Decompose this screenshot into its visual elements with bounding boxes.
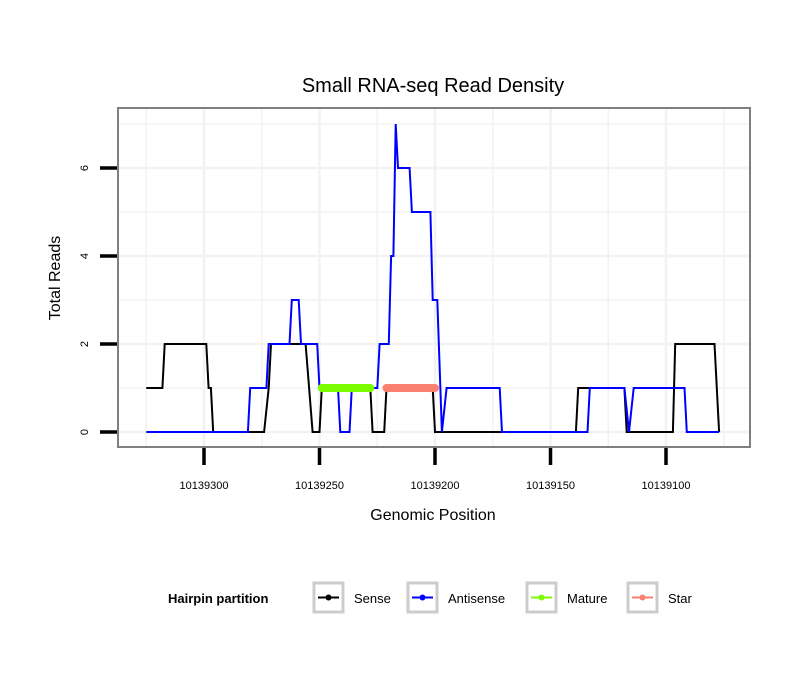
- series-line-antisense: [146, 123, 720, 433]
- y-axis: 0 2 4 6: [79, 165, 117, 435]
- y-tick-label: 6: [79, 165, 91, 171]
- panel-border-rect: [117, 107, 751, 448]
- x-tick-label: 10139300: [180, 480, 229, 492]
- x-tick-label: 10139200: [411, 480, 460, 492]
- chart-title: Small RNA-seq Read Density: [302, 75, 564, 97]
- y-tick-label: 2: [79, 341, 91, 347]
- y-tick-label: 0: [79, 429, 91, 435]
- legend-key-point: [325, 594, 332, 601]
- legend-label-antisense: Antisense: [448, 591, 505, 606]
- legend-title: Hairpin partition: [168, 591, 268, 606]
- legend-key-point: [538, 594, 545, 601]
- legend-label-sense: Sense: [354, 591, 391, 606]
- y-tick-label: 4: [79, 253, 91, 259]
- legend-label-star: Star: [668, 591, 693, 606]
- legend-key-point: [639, 594, 646, 601]
- legend: Hairpin partition Sense Antisense Mature St…: [168, 581, 693, 614]
- panel-border: [117, 107, 751, 448]
- x-tick-label: 10139250: [295, 480, 344, 492]
- x-axis-title: Genomic Position: [370, 507, 495, 524]
- legend-key-point: [419, 594, 426, 601]
- series-layer: [146, 123, 721, 433]
- y-axis-title: Total Reads: [47, 236, 64, 321]
- x-tick-label: 10139100: [642, 480, 691, 492]
- x-tick-label: 10139150: [526, 480, 575, 492]
- x-axis: 10139300 10139250 10139200 10139150 10139100: [180, 448, 691, 492]
- legend-label-mature: Mature: [567, 591, 607, 606]
